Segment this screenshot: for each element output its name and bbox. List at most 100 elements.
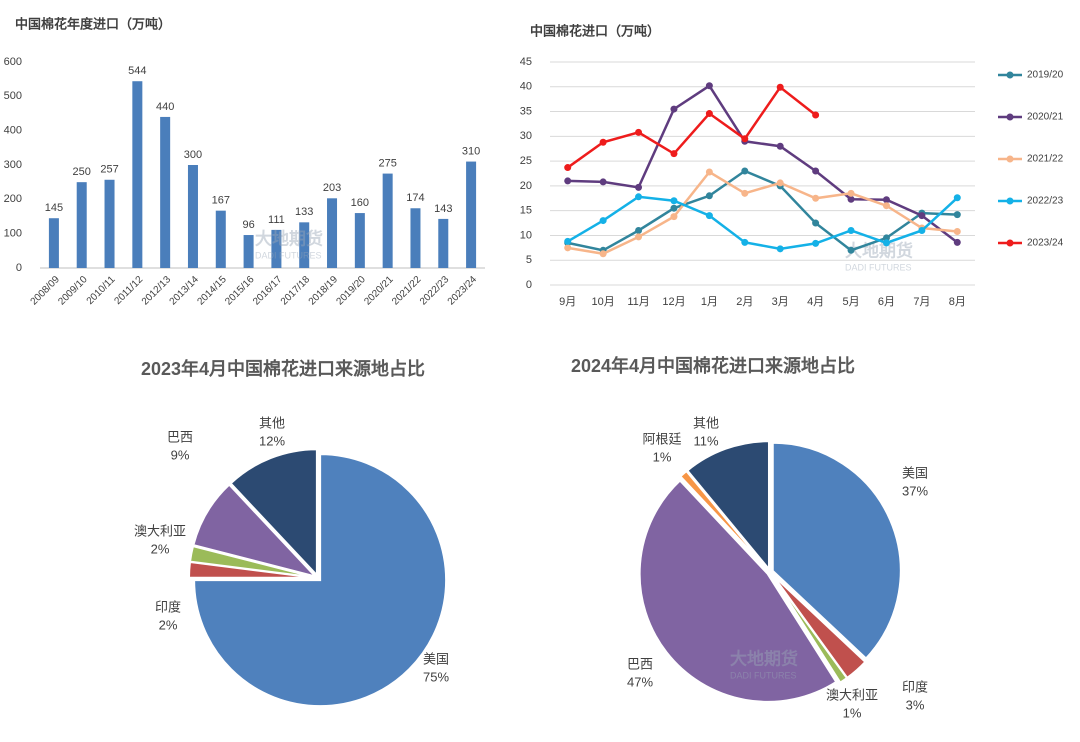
data-point: [812, 219, 820, 227]
data-label: 143: [434, 203, 452, 215]
data-point: [918, 212, 926, 220]
y-tick-label: 35: [520, 105, 532, 117]
slice-label: 其他: [259, 415, 285, 430]
data-point: [635, 233, 643, 241]
data-label: 544: [128, 65, 146, 77]
y-tick-label: 30: [520, 130, 532, 142]
x-tick-label: 2013/14: [168, 274, 202, 308]
data-point: [812, 239, 820, 247]
x-tick-label: 2010/11: [85, 274, 118, 307]
y-tick-label: 300: [4, 159, 22, 171]
data-point: [564, 244, 572, 252]
x-tick-label: 10月: [592, 296, 615, 308]
data-point: [670, 204, 678, 212]
slice-label: 美国: [902, 465, 928, 480]
legend-label: 2021/22: [1027, 154, 1064, 165]
data-label: 96: [242, 219, 254, 231]
x-tick-label: 2015/16: [223, 274, 257, 308]
data-point: [812, 194, 820, 202]
data-label: 310: [462, 145, 480, 157]
legend-marker: [1006, 113, 1014, 121]
data-point: [741, 135, 749, 143]
data-label: 133: [295, 206, 313, 218]
bar: [466, 161, 477, 268]
watermark: DADI FUTURES: [845, 262, 912, 272]
slice-value: 1%: [843, 705, 862, 720]
data-label: 174: [406, 192, 424, 204]
bar: [299, 222, 310, 268]
x-tick-label: 2011/12: [113, 274, 146, 307]
x-tick-label: 2月: [736, 296, 753, 308]
series-line: [567, 195, 959, 251]
bar: [104, 179, 115, 268]
bar: [354, 213, 365, 268]
data-point: [953, 211, 961, 219]
data-label: 300: [184, 149, 202, 161]
y-tick-label: 15: [520, 205, 532, 217]
y-tick-label: 5: [526, 254, 532, 266]
data-point: [918, 226, 926, 234]
legend-marker: [1006, 71, 1014, 79]
x-tick-label: 8月: [949, 296, 966, 308]
bar: [76, 182, 87, 268]
y-tick-label: 500: [4, 90, 22, 102]
data-point: [812, 111, 820, 119]
x-tick-label: 2017/18: [279, 274, 313, 308]
x-tick-label: 2022/23: [418, 274, 452, 308]
data-point: [670, 197, 678, 205]
slice-value: 2%: [159, 617, 178, 632]
series-line: [566, 85, 817, 169]
watermark: 大地期货: [255, 228, 323, 248]
x-tick-label: 2019/20: [334, 274, 368, 308]
bar: [410, 208, 421, 268]
slice-label: 阿根廷: [642, 431, 681, 446]
x-tick-label: 2016/17: [251, 274, 285, 308]
chart-title: 中国棉花进口（万吨）: [530, 23, 660, 38]
slice-value: 2%: [151, 541, 170, 556]
slice-label: 印度: [155, 599, 181, 614]
legend-label: 2019/20: [1027, 70, 1064, 81]
slice-label: 美国: [423, 651, 449, 666]
pie-slice: [638, 479, 838, 703]
slice-value: 47%: [627, 674, 653, 689]
x-tick-label: 2014/15: [195, 274, 229, 308]
pie-slice: [229, 448, 318, 578]
x-tick-label: 9月: [559, 296, 576, 308]
x-tick-label: 2023/24: [446, 274, 480, 308]
data-label: 257: [100, 164, 118, 176]
x-tick-label: 2012/13: [140, 274, 174, 308]
slice-value: 12%: [259, 433, 285, 448]
data-point: [599, 250, 607, 258]
series-line: [567, 170, 958, 256]
data-point: [564, 237, 572, 245]
data-point: [882, 239, 890, 247]
bar: [132, 81, 143, 268]
slice-value: 75%: [423, 669, 449, 684]
data-point: [741, 189, 749, 197]
data-point: [705, 212, 713, 220]
pie-slice: [685, 440, 770, 572]
watermark: DADI FUTURES: [730, 670, 797, 680]
data-label: 160: [351, 197, 369, 209]
data-label: 111: [268, 214, 285, 226]
data-label: 203: [323, 182, 341, 194]
bar: [243, 235, 254, 268]
chart-title: 2023年4月中国棉花进口来源地占比: [141, 358, 425, 379]
data-label: 440: [156, 101, 174, 113]
slice-label: 澳大利亚: [134, 523, 186, 538]
x-tick-label: 7月: [913, 296, 930, 308]
legend-label: 2022/23: [1027, 196, 1064, 207]
data-point: [635, 193, 643, 201]
slice-value: 11%: [693, 433, 718, 448]
data-point: [635, 128, 643, 136]
watermark: 大地期货: [730, 648, 798, 668]
x-tick-label: 2021/22: [390, 274, 424, 308]
y-tick-label: 40: [520, 81, 532, 93]
data-point: [599, 178, 607, 186]
data-point: [953, 238, 961, 246]
data-point: [741, 238, 749, 246]
watermark: 大地期货: [845, 240, 913, 260]
data-point: [953, 227, 961, 235]
data-point: [812, 167, 820, 175]
